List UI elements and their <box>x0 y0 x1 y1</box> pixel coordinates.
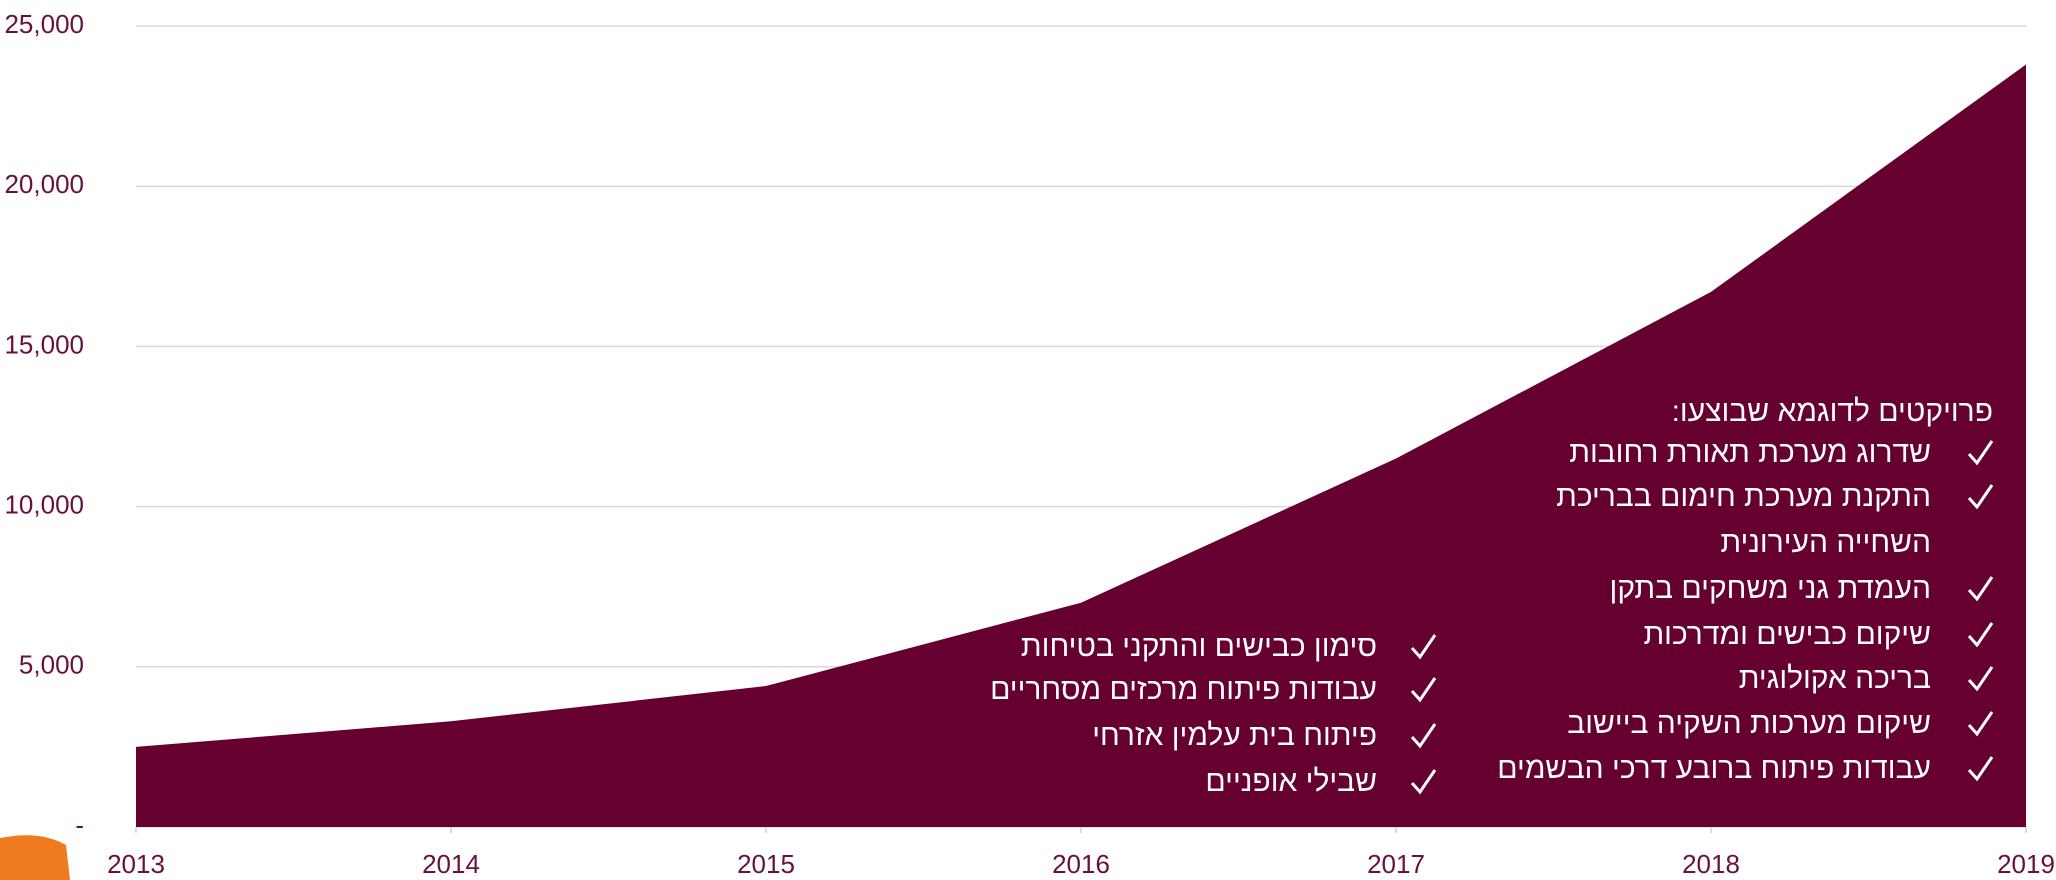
check-icon <box>1967 484 1994 510</box>
annotation-item: שיקום מערכות השקיה ביישוב <box>1567 707 1931 740</box>
check-icon <box>1967 756 1994 782</box>
annotation-item: התקנת מערכת חימום בבריכת <box>1556 480 1931 513</box>
annotation-heading: פרויקטים לדוגמא שבוצעו: <box>1672 395 1993 428</box>
annotation-item: עבודות פיתוח מרכזים מסחריים <box>990 673 1377 706</box>
y-tick-label: 10,000 <box>4 489 84 519</box>
annotation-item: פיתוח בית עלמין אזרחי <box>1092 719 1377 752</box>
x-tick-label: 2018 <box>1682 849 1740 879</box>
annotation-item: השחייה העירונית <box>1720 526 1931 559</box>
area <box>136 64 2026 827</box>
x-tick-label: 2015 <box>737 849 795 879</box>
check-icon <box>1967 666 1994 692</box>
y-tick-label: 5,000 <box>19 650 84 680</box>
y-tick-label: - <box>75 810 84 840</box>
check-icon <box>1410 634 1437 660</box>
y-tick-label: 15,000 <box>4 329 84 359</box>
check-icon <box>1410 769 1437 795</box>
check-icon <box>1967 622 1994 648</box>
annotation-item: שיקום כבישים ומדרכות <box>1643 618 1931 651</box>
annotation-item: שבילי אופניים <box>1205 765 1377 798</box>
x-tick-label: 2019 <box>1997 849 2055 879</box>
x-tick-label: 2016 <box>1052 849 1110 879</box>
y-tick-label: 25,000 <box>4 9 84 39</box>
decoration <box>0 835 70 880</box>
annotation-item: העמדת גני משחקים בתקן <box>1610 572 1931 605</box>
annotation-item: עבודות פיתוח ברובע דרכי הבשמים <box>1497 752 1931 785</box>
check-icon <box>1410 677 1437 703</box>
check-icon <box>1410 723 1437 749</box>
annotation-item: בריכה אקולוגית <box>1739 662 1931 695</box>
check-icon <box>1967 576 1994 602</box>
x-tick-label: 2013 <box>107 849 165 879</box>
x-tick-label: 2017 <box>1367 849 1425 879</box>
check-icon <box>1967 440 1994 466</box>
x-tick-label: 2014 <box>422 849 480 879</box>
y-tick-label: 20,000 <box>4 169 84 199</box>
annotation-item: סימון כבישים והתקני בטיחות <box>1021 630 1377 663</box>
annotation-item: שדרוג מערכת תאורת רחובות <box>1569 436 1931 469</box>
check-icon <box>1967 711 1994 737</box>
